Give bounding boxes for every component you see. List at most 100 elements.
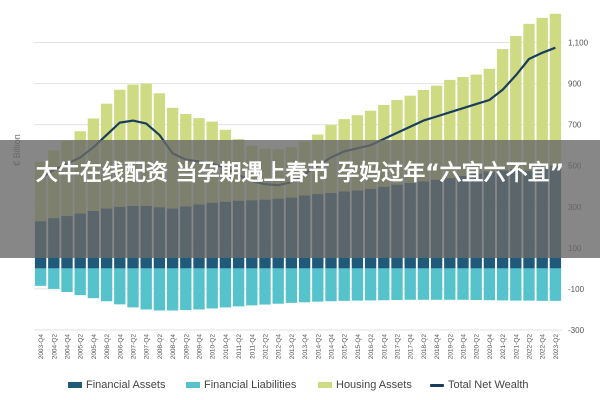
bar-housing-assets [430,85,443,180]
x-tick-label: 2020-Q4 [487,334,494,360]
x-tick-label: 2022-Q4 [540,334,547,360]
y-tick-label: 700 [568,121,582,130]
bar-financial-liabilities [391,268,403,301]
bar-financial-liabilities [193,268,205,310]
bar-financial-liabilities [536,268,548,301]
chart-legend: Financial Assets Financial Liabilities H… [0,376,600,394]
bar-housing-assets [483,68,496,172]
x-tick-label: 2017-Q4 [408,334,415,360]
x-tick-label: 2021-Q2 [500,334,507,360]
legend-label: Housing Assets [336,379,412,391]
bar-financial-liabilities [430,268,443,300]
bar-financial-liabilities [166,268,179,311]
x-tick-label: 2004-Q2 [51,334,58,360]
x-tick-label: 2007-Q2 [131,334,138,360]
bar-financial-liabilities [496,268,509,301]
watermark-banner [0,140,600,258]
x-tick-label: 2018-Q4 [434,334,441,360]
x-tick-label: 2006-Q4 [117,334,124,360]
bar-housing-assets [536,17,548,168]
bar-financial-liabilities [272,268,284,304]
x-tick-label: 2012-Q2 [263,334,270,360]
bar-housing-assets [510,35,522,170]
x-tick-label: 2005-Q4 [91,334,98,360]
bar-financial-liabilities [140,268,152,310]
x-tick-label: 2016-Q4 [381,334,388,360]
bar-financial-liabilities [364,268,377,301]
x-tick-label: 2009-Q2 [183,334,190,360]
x-tick-label: 2012-Q4 [276,334,283,360]
x-tick-label: 2006-Q2 [104,334,111,360]
legend-swatch-financial-assets [68,382,82,388]
bar-financial-liabilities [417,268,430,300]
bar-financial-liabilities [61,268,73,293]
x-tick-label: 2018-Q2 [421,334,428,360]
x-tick-label: 2013-Q2 [289,334,296,360]
legend-item-housing-assets: Housing Assets [318,376,412,394]
x-tick-label: 2013-Q4 [302,334,309,360]
y-tick-label: 1,100 [568,39,589,48]
x-tick-label: 2007-Q4 [144,334,151,360]
bar-financial-liabilities [259,268,271,305]
bar-housing-assets [404,95,416,183]
legend-label: Total Net Wealth [448,379,529,391]
bar-financial-liabilities [127,268,139,308]
x-tick-label: 2003-Q4 [38,334,45,360]
bar-financial-liabilities [298,268,311,303]
bar-financial-liabilities [378,268,390,301]
bar-financial-liabilities [549,268,562,301]
x-tick-label: 2010-Q2 [210,334,217,360]
bar-financial-liabilities [48,268,60,289]
x-tick-label: 2014-Q2 [315,334,322,360]
bar-financial-liabilities [523,268,535,301]
y-tick-label: -300 [568,326,585,335]
x-tick-label: 2011-Q2 [236,334,243,359]
bar-financial-liabilities [285,268,298,303]
x-tick-label: 2009-Q4 [197,334,204,360]
x-tick-label: 2016-Q2 [368,334,375,360]
bar-housing-assets [457,77,469,176]
bar-financial-liabilities [351,268,364,301]
x-tick-label: 2004-Q4 [65,334,72,360]
x-tick-label: 2014-Q4 [329,334,336,360]
x-tick-labels: 2003-Q4 2004-Q2 2004-Q4 2005-Q2 2005-Q4 2006-… [38,334,560,360]
legend-swatch-financial-liabilities [186,382,200,388]
x-tick-label: 2010-Q4 [223,334,230,360]
legend-item-financial-liabilities: Financial Liabilities [186,376,296,394]
x-tick-label: 2017-Q2 [395,334,402,360]
bar-financial-liabilities [114,268,126,305]
bar-financial-liabilities [483,268,496,301]
bar-financial-liabilities [325,268,337,302]
bar-housing-assets [444,79,456,179]
legend-label: Financial Assets [86,379,166,391]
y-tick-label: 900 [568,80,582,89]
x-tick-label: 2023-Q2 [553,334,560,360]
bar-financial-liabilities [444,268,456,300]
bar-financial-liabilities [206,268,218,309]
bar-financial-liabilities [74,268,86,296]
y-tick-label: -100 [568,285,585,294]
legend-swatch-housing-assets [318,382,332,388]
bar-financial-liabilities [246,268,258,306]
bar-financial-liabilities [312,268,324,302]
legend-item-financial-assets: Financial Assets [68,376,165,394]
x-tick-label: 2008-Q2 [157,334,164,360]
bar-financial-liabilities [100,268,113,302]
bar-financial-liabilities [153,268,166,311]
bar-housing-assets [417,89,430,182]
bar-financial-liabilities [404,268,416,300]
bar-financial-liabilities [219,268,232,308]
x-tick-label: 2019-Q2 [447,334,454,360]
x-tick-label: 2008-Q4 [170,334,177,360]
x-tick-label: 2015-Q2 [342,334,349,360]
bar-housing-assets [470,74,482,174]
legend-label: Financial Liabilities [204,379,297,391]
bar-financial-liabilities [510,268,522,301]
x-tick-label: 2015-Q4 [355,334,362,360]
bar-housing-assets [549,13,562,166]
bar-housing-assets [496,49,509,171]
bar-housing-assets [523,23,535,171]
x-tick-label: 2019-Q4 [461,334,468,360]
legend-item-total-net-wealth: Total Net Wealth [430,376,529,394]
